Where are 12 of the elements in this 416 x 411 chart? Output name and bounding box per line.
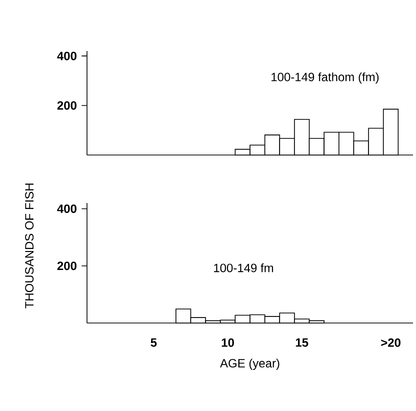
y-tick-label: 200 xyxy=(57,101,76,110)
y-axis-title: THOUSANDS OF FISH xyxy=(25,184,34,308)
x-axis-title: AGE (year) xyxy=(220,358,280,370)
x-tick-label: 15 xyxy=(296,338,308,347)
x-tick-label: >20 xyxy=(381,338,400,347)
annotation: 100-149 fathom (fm) xyxy=(272,72,379,84)
annotation: 100-149 fm xyxy=(214,263,274,272)
y-tick-label: 400 xyxy=(57,52,76,60)
y-tick-label: 400 xyxy=(57,204,76,213)
x-tick-label: 10 xyxy=(222,338,234,347)
x-tick-label: 5 xyxy=(150,338,157,347)
y-tick-label: 200 xyxy=(57,262,76,270)
